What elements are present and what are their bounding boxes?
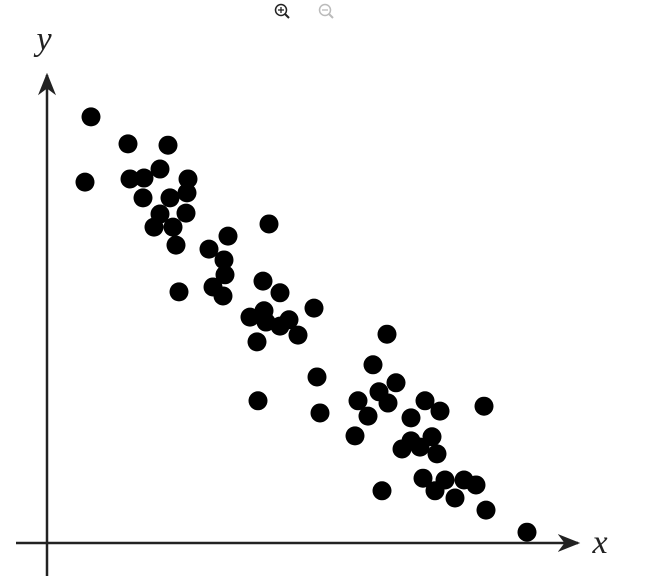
point	[81, 107, 101, 127]
zoom-out-button[interactable]	[318, 3, 334, 19]
point	[279, 310, 299, 330]
point	[218, 226, 238, 246]
y-axis-label: y	[33, 21, 52, 58]
zoom-in-button[interactable]	[274, 3, 290, 19]
point	[386, 373, 406, 393]
point	[474, 396, 494, 416]
point	[427, 444, 447, 464]
point	[476, 500, 496, 520]
point	[259, 214, 279, 234]
point	[177, 183, 197, 203]
point	[158, 135, 178, 155]
point	[178, 169, 198, 189]
point	[163, 217, 183, 237]
point	[466, 475, 486, 495]
point	[392, 439, 412, 459]
point	[150, 159, 170, 179]
point	[214, 250, 234, 270]
point	[247, 332, 267, 352]
point	[120, 169, 140, 189]
point	[304, 298, 324, 318]
point	[169, 282, 189, 302]
point	[160, 188, 180, 208]
point	[410, 437, 430, 457]
point	[415, 391, 435, 411]
point	[377, 324, 397, 344]
point	[144, 217, 164, 237]
point	[345, 426, 365, 446]
point	[378, 393, 398, 413]
point	[430, 401, 450, 421]
point	[199, 239, 219, 259]
point	[215, 265, 235, 285]
point	[348, 391, 368, 411]
point	[270, 283, 290, 303]
point	[401, 408, 421, 428]
point	[413, 468, 433, 488]
point	[363, 355, 383, 375]
point	[307, 367, 327, 387]
point	[133, 188, 153, 208]
point	[288, 325, 308, 345]
point	[435, 470, 455, 490]
x-axis-label: x	[591, 524, 607, 561]
point	[213, 286, 233, 306]
point	[253, 271, 273, 291]
point	[517, 522, 537, 542]
point	[118, 134, 138, 154]
point	[166, 235, 186, 255]
point	[445, 488, 465, 508]
point	[134, 168, 154, 188]
point	[372, 481, 392, 501]
point	[176, 203, 196, 223]
point	[358, 406, 378, 426]
point	[310, 403, 330, 423]
point	[75, 172, 95, 192]
point	[248, 391, 268, 411]
